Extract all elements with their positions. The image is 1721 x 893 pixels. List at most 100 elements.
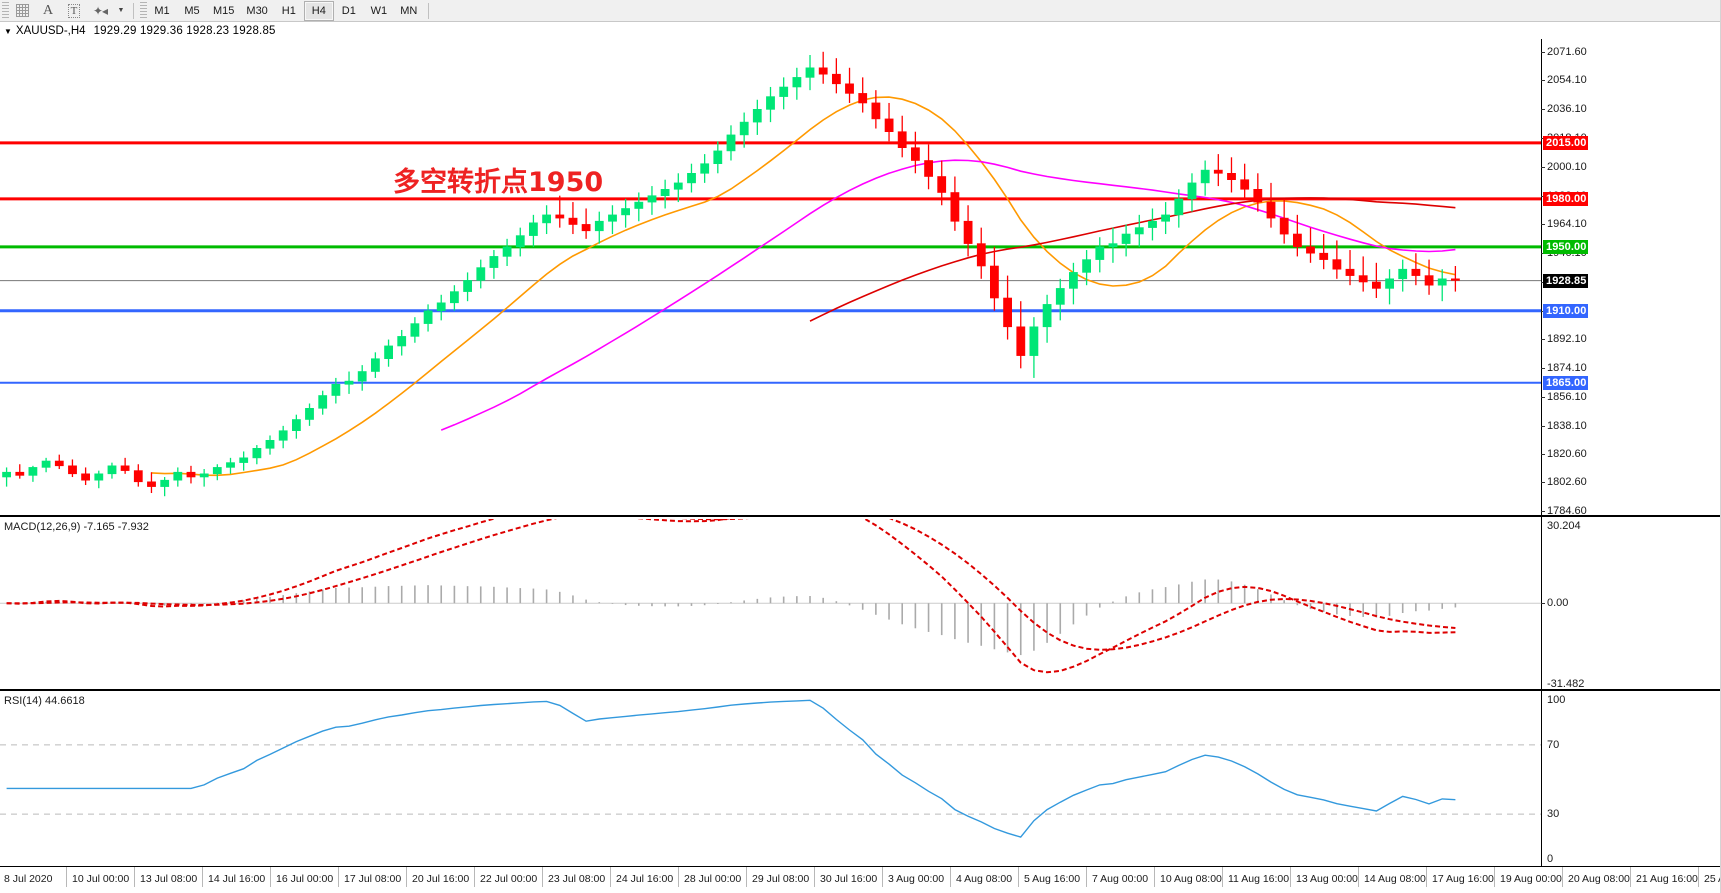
time-axis-label: 8 Jul 2020	[4, 873, 53, 885]
timeframe-m15[interactable]: M15	[213, 4, 235, 17]
price-axis-tick	[1541, 52, 1545, 54]
price-axis-label: 2000.10	[1547, 160, 1587, 173]
price-level-badge[interactable]: 1910.00	[1543, 303, 1589, 318]
timeframe-grip[interactable]	[140, 1, 147, 20]
price-axis-label: 1820.60	[1547, 447, 1587, 460]
time-axis-label: 4 Aug 08:00	[956, 873, 1013, 885]
time-axis-label: 20 Jul 16:00	[412, 873, 470, 885]
price-axis-tick	[1541, 368, 1545, 370]
time-axis-label: 30 Jul 16:00	[820, 873, 878, 885]
time-axis-tick	[950, 867, 951, 887]
price-axis-tick	[1541, 425, 1545, 427]
rsi-pane[interactable]: RSI(14) 44.6618	[0, 693, 1721, 866]
time-axis-tick	[134, 867, 135, 887]
time-axis-tick	[1086, 867, 1087, 887]
price-axis-label: 1964.10	[1547, 218, 1587, 231]
chevron-down-icon[interactable]: ▼	[117, 7, 125, 14]
price-axis-label: 1802.60	[1547, 476, 1587, 489]
toolbar-divider-2	[427, 2, 429, 19]
time-axis-label: 17 Jul 08:00	[344, 873, 402, 885]
macd-pane[interactable]: MACD(12,26,9) -7.165 -7.932	[0, 519, 1721, 691]
rsi-chart-svg	[0, 699, 1541, 838]
ohlc-values: 1929.29 1929.36 1928.23 1928.85	[93, 25, 276, 37]
toolbar: A T ✦◂ ▼ M1 M5 M15 M30 H1 H4 D1 W1 MN	[0, 0, 1721, 22]
toolbar-grip[interactable]	[2, 1, 9, 20]
price-axis-tick	[1541, 224, 1545, 226]
macd-title: MACD(12,26,9) -7.165 -7.932	[4, 521, 149, 533]
price-axis-label: 2071.60	[1547, 46, 1587, 59]
price-axis-label: 1874.10	[1547, 362, 1587, 375]
rsi-axis-label: 30	[1547, 808, 1560, 821]
price-level-badge[interactable]: 1950.00	[1543, 239, 1589, 254]
time-axis-tick	[1018, 867, 1019, 887]
price-chart-svg	[0, 51, 1541, 497]
toolbar-divider	[133, 2, 134, 19]
price-level-badge[interactable]: 1928.85	[1543, 273, 1589, 288]
price-axis-tick	[1541, 339, 1545, 341]
time-axis-label: 17 Aug 16:00	[1432, 873, 1494, 885]
price-level-badge[interactable]: 2015.00	[1543, 135, 1589, 150]
price-axis-label: 1784.60	[1547, 505, 1587, 518]
time-axis-label: 13 Jul 08:00	[140, 873, 198, 885]
timeframe-m1[interactable]: M1	[154, 4, 170, 17]
price-axis-tick	[1541, 109, 1545, 111]
time-axis-tick	[202, 867, 203, 887]
price-axis-tick	[1541, 511, 1545, 513]
chart-area[interactable]: MACD(12,26,9) -7.165 -7.932 RSI(14) 44.6…	[0, 39, 1721, 866]
objects-icon[interactable]: ✦◂	[92, 3, 108, 18]
price-axis-label: 1856.10	[1547, 390, 1587, 403]
price-axis-divider	[1541, 39, 1542, 866]
price-axis-tick	[1541, 396, 1545, 398]
time-axis-tick	[1562, 867, 1563, 887]
price-axis-tick	[1541, 453, 1545, 455]
time-axis-tick	[1154, 867, 1155, 887]
time-axis-tick	[1698, 867, 1699, 887]
time-axis-label: 25 Aug 00:00	[1704, 873, 1721, 885]
time-axis-tick	[66, 867, 67, 887]
macd-axis-label: -31.482	[1547, 678, 1585, 690]
time-axis-label: 3 Aug 00:00	[888, 873, 945, 885]
time-axis-tick	[474, 867, 475, 887]
time-axis-tick	[270, 867, 271, 887]
text-box-icon[interactable]: T	[61, 1, 87, 21]
timeframe-h1[interactable]: H1	[281, 4, 296, 17]
time-axis-label: 14 Jul 16:00	[208, 873, 266, 885]
time-axis-label: 22 Jul 00:00	[480, 873, 538, 885]
rsi-title: RSI(14) 44.6618	[4, 695, 85, 707]
time-axis-tick	[1630, 867, 1631, 887]
time-axis[interactable]: 8 Jul 2020 10 Jul 00:00 13 Jul 08:00 14 Jul…	[0, 866, 1721, 893]
timeframe-d1[interactable]: D1	[341, 4, 356, 17]
time-axis-tick	[1222, 867, 1223, 887]
price-axis-tick	[1541, 166, 1545, 168]
price-pane[interactable]	[0, 39, 1721, 517]
timeframe-w1[interactable]: W1	[370, 4, 388, 17]
price-axis-tick	[1541, 482, 1545, 484]
text-label-icon[interactable]: A	[42, 2, 54, 18]
time-axis-label: 21 Aug 16:00	[1636, 873, 1698, 885]
time-axis-label: 10 Aug 08:00	[1160, 873, 1222, 885]
time-axis-tick	[746, 867, 747, 887]
time-axis-label: 19 Aug 00:00	[1500, 873, 1562, 885]
crosshair-grid-icon[interactable]	[9, 1, 35, 21]
time-axis-label: 28 Jul 00:00	[684, 873, 742, 885]
timeframe-h4[interactable]: H4	[303, 0, 334, 21]
timeframe-m30[interactable]: M30	[246, 4, 268, 17]
timeframe-m5[interactable]: M5	[184, 4, 200, 17]
timeframe-mn[interactable]: MN	[400, 4, 418, 17]
time-axis-tick	[610, 867, 611, 887]
price-level-badge[interactable]: 1980.00	[1543, 191, 1589, 206]
time-axis-label: 16 Jul 00:00	[276, 873, 334, 885]
time-axis-label: 11 Aug 16:00	[1228, 873, 1290, 885]
symbol-name: XAUUSD-,H4	[15, 25, 86, 37]
rsi-axis-label: 100	[1547, 694, 1566, 706]
price-axis-label: 1892.10	[1547, 333, 1587, 346]
macd-chart-svg	[0, 519, 1541, 674]
collapse-icon[interactable]: ▼	[4, 26, 12, 36]
time-axis-label: 24 Jul 16:00	[616, 873, 674, 885]
time-axis-tick	[338, 867, 339, 887]
symbol-bar: ▼ XAUUSD-,H4 1929.29 1929.36 1928.23 192…	[0, 23, 1721, 39]
price-level-badge[interactable]: 1865.00	[1543, 375, 1589, 390]
time-axis-tick	[406, 867, 407, 887]
price-axis-label: 2036.10	[1547, 103, 1587, 116]
time-axis-tick	[1358, 867, 1359, 887]
